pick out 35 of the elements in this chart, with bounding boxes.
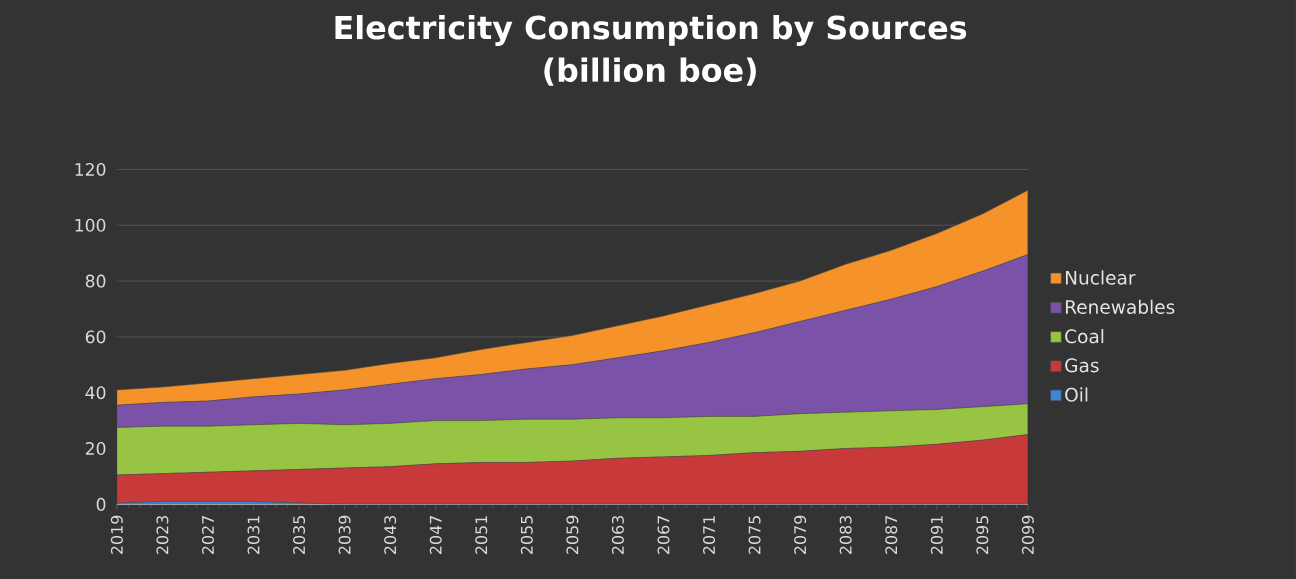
x-tick-label: 2043 xyxy=(384,515,397,554)
x-tick-label: 2059 xyxy=(566,515,579,554)
legend-label: Coal xyxy=(1065,328,1104,344)
x-tick-label: 2067 xyxy=(657,516,670,554)
x-tick-label: 2027 xyxy=(201,516,214,554)
y-tick-label: 40 xyxy=(85,386,106,400)
x-tick-label: 2035 xyxy=(293,516,306,554)
y-tick-label: 60 xyxy=(85,330,106,344)
legend-label: Oil xyxy=(1065,387,1088,402)
x-tick-label: 2047 xyxy=(429,516,442,554)
x-tick-label: 2075 xyxy=(748,516,761,554)
x-tick-label: 2095 xyxy=(976,516,989,554)
x-tick-label: 2099 xyxy=(1021,515,1034,554)
x-tick-label: 2071 xyxy=(703,516,716,554)
chart-title: Electricity Consumption by Sources xyxy=(335,14,967,46)
y-tick-label: 100 xyxy=(75,218,106,232)
x-tick-label: 2031 xyxy=(247,516,260,554)
x-tick-label: 2063 xyxy=(611,515,624,554)
legend-label: Gas xyxy=(1065,358,1099,373)
x-tick-label: 2039 xyxy=(338,515,351,554)
x-tick-label: 2083 xyxy=(839,515,852,554)
chart-subtitle: (billion boe) xyxy=(544,57,756,86)
x-tick-label: 2087 xyxy=(885,516,898,554)
legend-label: Renewables xyxy=(1065,299,1175,314)
x-tick-label: 2051 xyxy=(475,516,488,554)
legend-label: Nuclear xyxy=(1065,270,1136,285)
y-tick-label: 0 xyxy=(96,497,106,511)
x-tick-label: 2023 xyxy=(156,515,169,554)
x-tick-label: 2055 xyxy=(520,516,533,554)
y-tick-label: 120 xyxy=(75,162,106,176)
x-tick-label: 2091 xyxy=(930,516,943,554)
x-tick-label: 2019 xyxy=(110,515,123,554)
y-tick-label: 20 xyxy=(85,441,106,455)
y-tick-label: 80 xyxy=(85,274,106,288)
x-tick-label: 2079 xyxy=(794,515,807,554)
